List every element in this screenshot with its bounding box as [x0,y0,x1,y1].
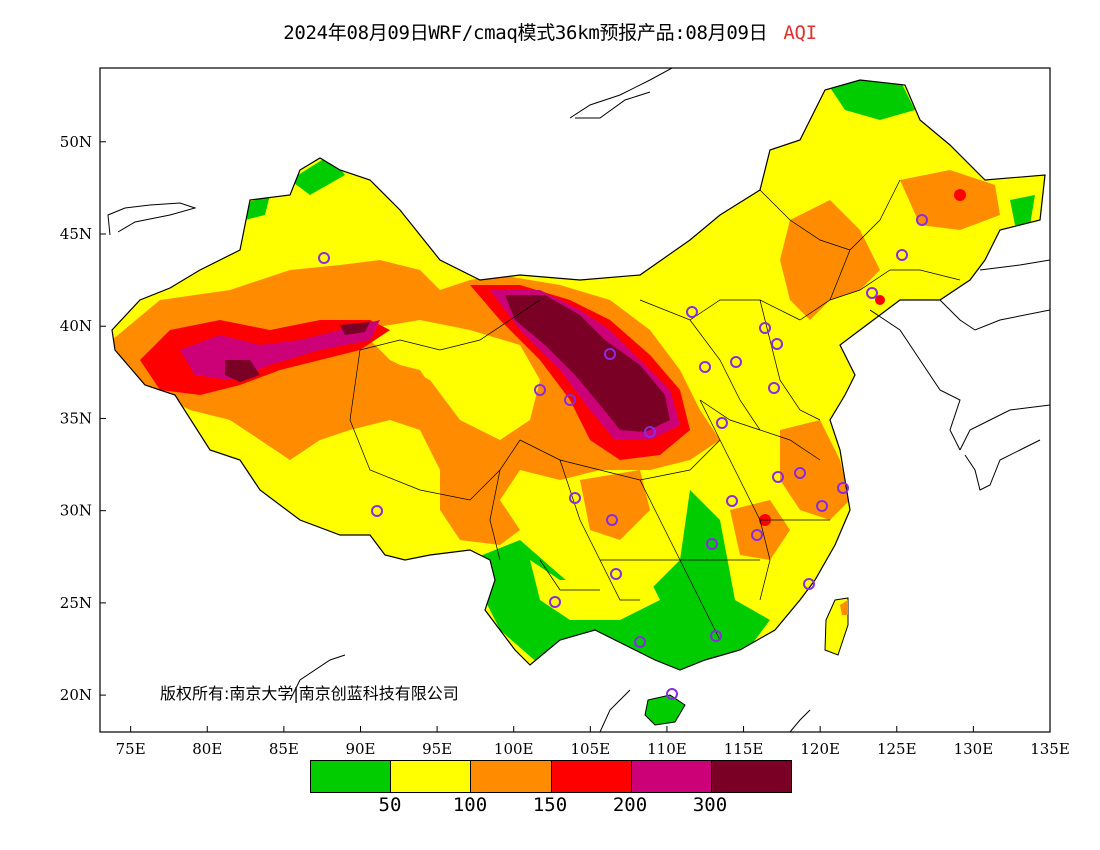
map-area [107,68,1050,732]
lat-tick-label: 50N [60,133,92,151]
station-marker [772,471,784,483]
lon-tick-label: 95E [422,740,452,758]
taiwan-orange [840,600,848,615]
station-marker [837,482,849,494]
aqi-zone-maroon-tarim-east [340,322,370,335]
lon-tick-label: 125E [877,740,917,758]
neighbor-coastlines [107,68,1050,732]
station-marker [666,688,678,700]
station-marker [604,348,616,360]
legend-swatch [311,761,392,792]
aqi-hotspot [875,295,885,305]
hainan-island [644,694,686,726]
copyright-notice: 版权所有:南京大学|南京创蓝科技有限公司 [160,684,459,703]
station-marker [644,426,656,438]
legend-label: 100 [452,794,488,816]
station-marker [866,287,878,299]
latitude-axis: 50N 45N 40N 35N 30N 25N 20N [60,133,106,704]
map-frame [99,67,1051,733]
legend-swatch [471,761,552,792]
lon-tick-label: 120E [800,740,840,758]
station-markers [318,214,928,700]
station-marker [706,538,718,550]
title-text: 2024年08月09日WRF/cmaq模式36km预报产品:08月09日 [283,22,768,44]
lon-tick-label: 110E [647,740,687,758]
legend-swatch [631,761,712,792]
station-marker [569,492,581,504]
station-marker [771,338,783,350]
legend-swatch [551,761,632,792]
station-marker [710,630,722,642]
legend-label: 50 [378,794,402,816]
color-legend [310,760,792,793]
lon-tick-label: 100E [494,740,534,758]
station-marker [634,636,646,648]
station-marker [371,505,383,517]
aqi-hotspot [954,189,966,201]
station-marker [916,214,928,226]
station-marker [564,394,576,406]
lon-tick-label: 105E [571,740,611,758]
station-marker [699,361,711,373]
legend-labels: 50 100 150 200 300 [310,794,790,818]
aqi-zone-orange-tibet [380,360,440,420]
station-marker [686,306,698,318]
legend-label: 300 [692,794,728,816]
station-marker [726,495,738,507]
lat-tick-label: 45N [60,225,92,243]
lon-tick-label: 75E [116,740,146,758]
aqi-zone-maroon-ordos [505,295,670,432]
aqi-zone-green-south [470,490,770,670]
station-marker [794,467,806,479]
lon-tick-label: 90E [345,740,375,758]
station-marker [759,322,771,334]
legend-label: 200 [612,794,648,816]
lon-tick-label: 85E [269,740,299,758]
lat-tick-label: 20N [60,686,92,704]
station-marker [318,252,330,264]
lat-tick-label: 35N [60,409,92,427]
station-marker [803,578,815,590]
aqi-zone-yellow-qinghai [360,320,540,440]
map-title: 2024年08月09日WRF/cmaq模式36km预报产品:08月09日 AQI [0,18,1100,45]
legend-swatch [711,761,792,792]
station-marker [896,249,908,261]
china-border [111,79,1046,671]
station-marker [606,514,618,526]
station-marker [751,529,763,541]
province-boundaries [349,179,961,641]
lat-tick-label: 25N [60,594,92,612]
lon-tick-label: 115E [724,740,764,758]
lon-tick-label: 135E [1030,740,1070,758]
legend-label: 150 [532,794,568,816]
station-marker [716,417,728,429]
longitude-axis: 75E 80E 85E 90E 95E 100E 105E 110E 115E 120E 125E 1… [116,726,1070,758]
lon-tick-label: 80E [192,740,222,758]
station-marker [816,500,828,512]
variable-label: AQI [783,22,817,44]
aqi-zone-maroon-tarim [225,360,260,382]
aqi-zone-orange-sichuan [580,470,650,540]
lon-tick-label: 130E [954,740,994,758]
legend-swatch [391,761,472,792]
station-marker [768,382,780,394]
lat-tick-label: 30N [60,502,92,520]
aqi-zone-green-northeast [825,80,915,120]
lat-tick-label: 40N [60,317,92,335]
station-marker [534,384,546,396]
aqi-zone-green-east [1010,195,1035,225]
station-marker [549,596,561,608]
station-marker [730,356,742,368]
station-marker [610,568,622,580]
